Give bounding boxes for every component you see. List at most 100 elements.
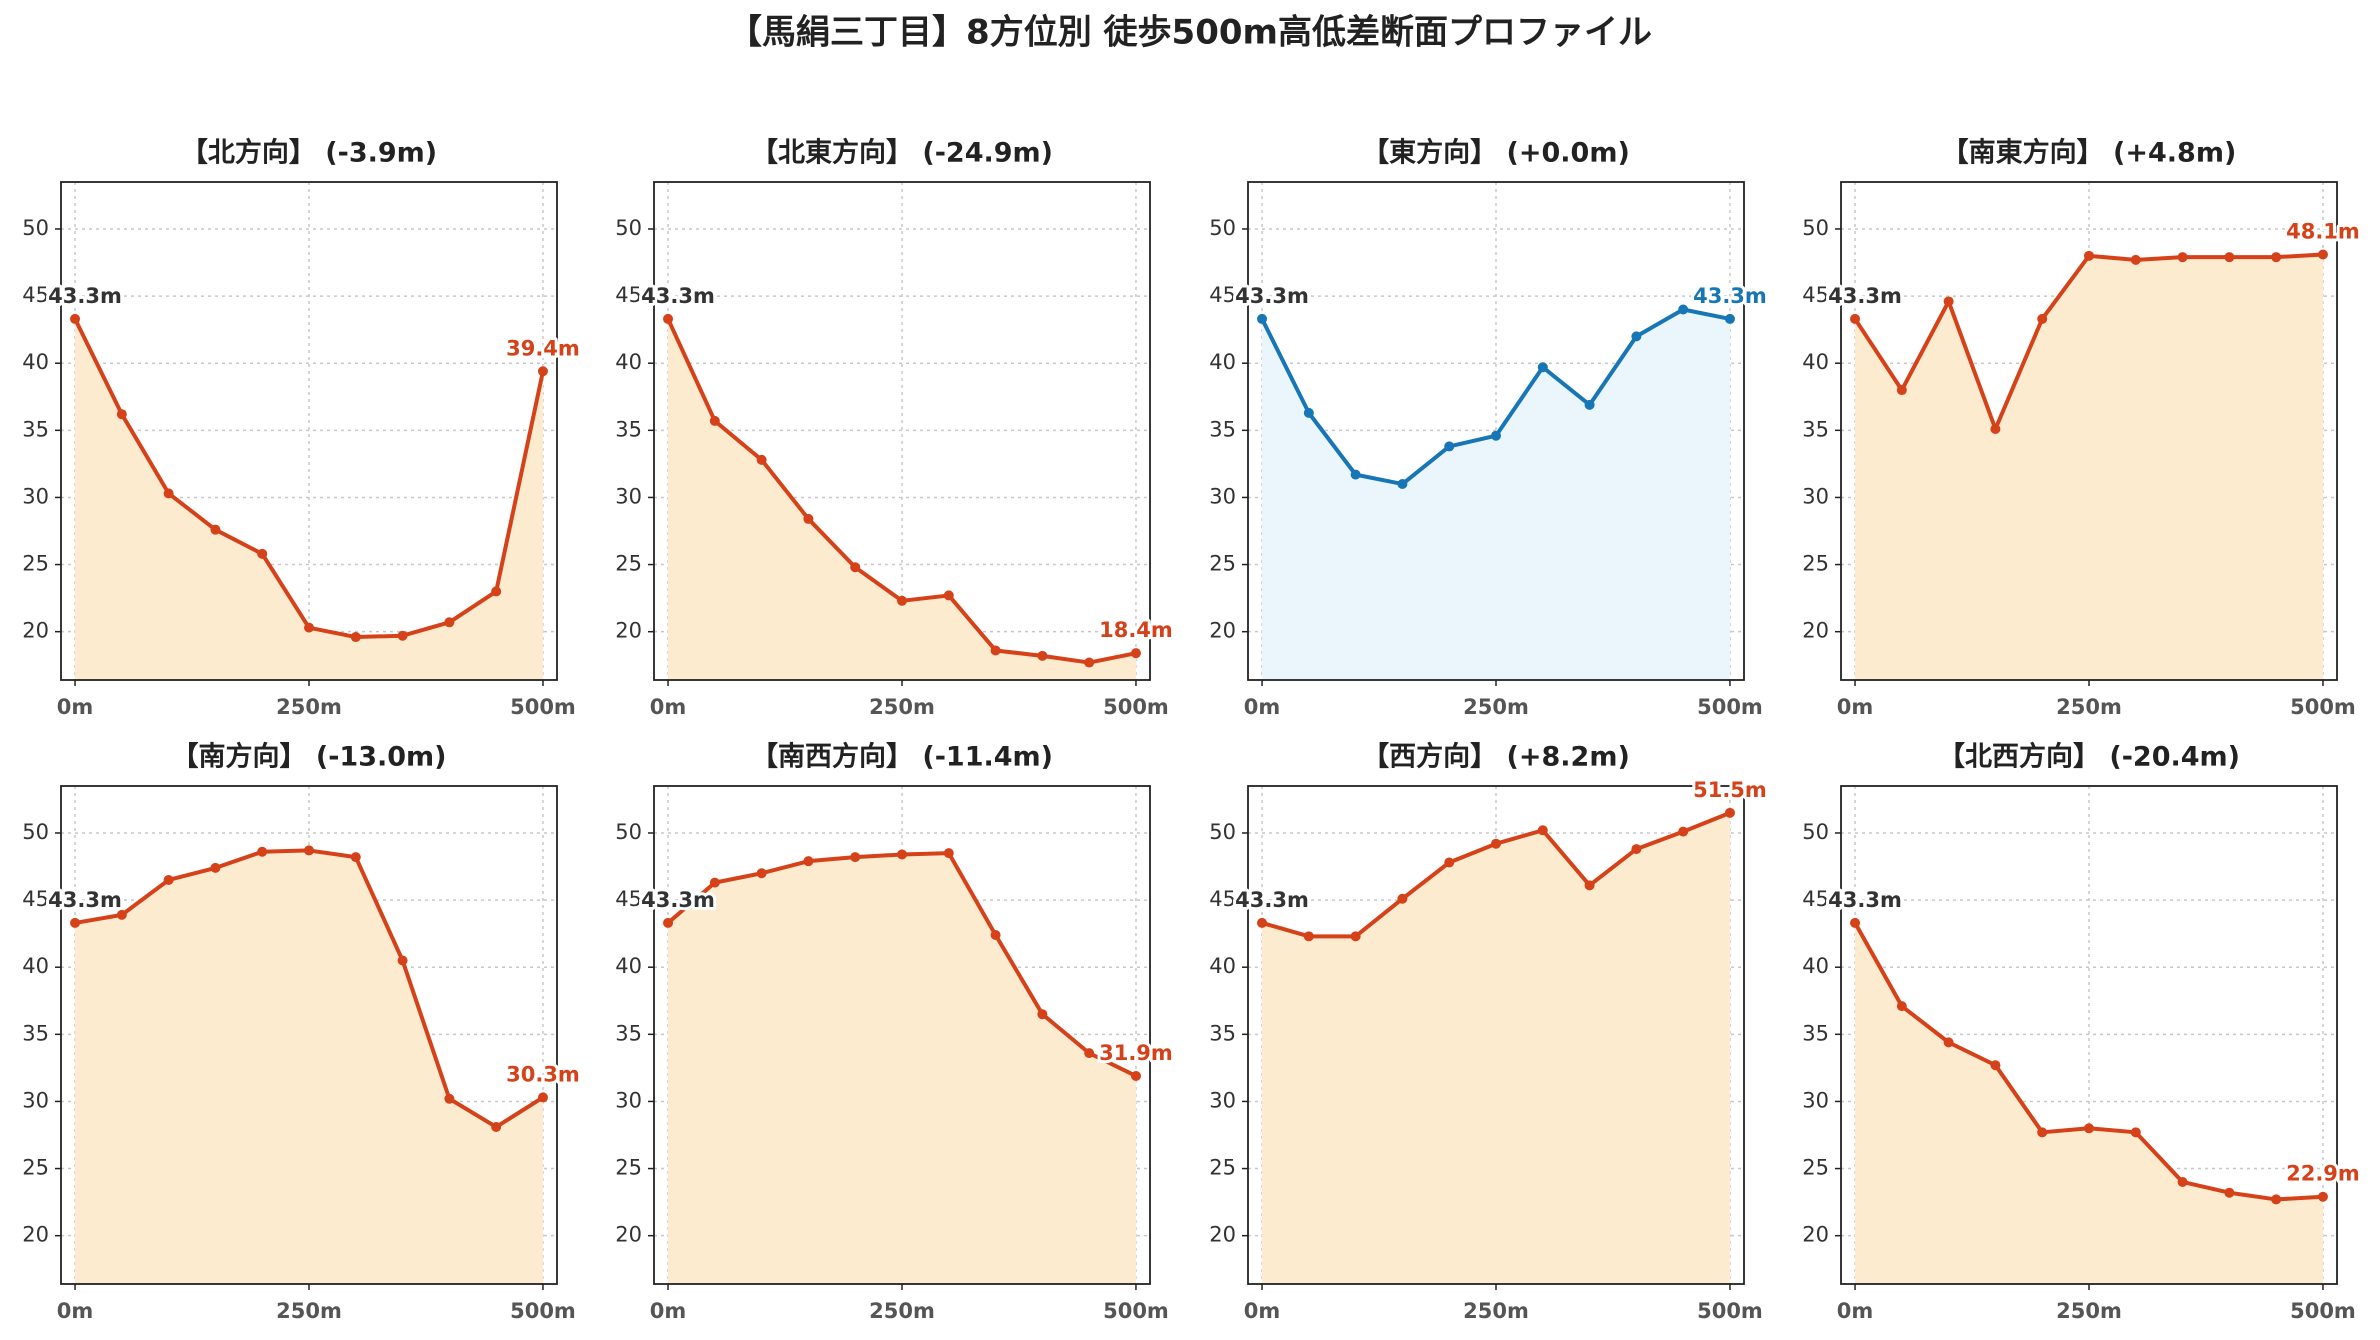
area: [75, 850, 543, 1284]
point: [2177, 1176, 2188, 1187]
point: [1724, 313, 1735, 324]
point: [709, 415, 720, 426]
point: [850, 852, 861, 863]
axes-frame: [60, 181, 558, 681]
annotation: 43.3m: [1828, 284, 1902, 308]
point: [537, 366, 548, 377]
point: [1257, 917, 1268, 928]
axes-frame: [1840, 181, 2338, 681]
point: [1037, 1009, 1048, 1020]
point: [1584, 880, 1595, 891]
y-tick-label: 40: [1802, 350, 1829, 374]
x-tick-label: 500m: [2290, 695, 2356, 719]
y-tick-label: 50: [1802, 820, 1829, 844]
x-tick-label: 0m: [57, 695, 94, 719]
area: [75, 318, 543, 680]
annotation: 43.3m: [1828, 888, 1902, 912]
annotation: 43.3m: [641, 888, 715, 912]
y-tick-label: 25: [1802, 552, 1829, 576]
y-tick-label: 35: [1209, 417, 1236, 441]
point: [1350, 931, 1361, 942]
point: [2177, 252, 2188, 263]
point: [2037, 1127, 2048, 1138]
point: [1631, 844, 1642, 855]
point: [257, 548, 268, 559]
y-tick-label: 45: [1209, 283, 1236, 307]
y-tick-label: 30: [22, 484, 49, 508]
annotation: 31.9m: [1099, 1041, 1173, 1065]
y-tick-label: 35: [615, 417, 642, 441]
annotation: 39.4m: [506, 336, 580, 360]
y-tick-label: 25: [615, 552, 642, 576]
y-tick-label: 20: [615, 619, 642, 643]
subplot-title: 【北東方向】 (-24.9m): [751, 137, 1053, 169]
y-tick-label: 35: [615, 1021, 642, 1045]
axes-frame: [1247, 181, 1745, 681]
x-tick-label: 250m: [276, 695, 342, 719]
point: [2130, 254, 2141, 265]
y-tick-label: 50: [1209, 216, 1236, 240]
point: [1850, 917, 1861, 928]
x-tick-label: 500m: [510, 1299, 576, 1323]
point: [803, 513, 814, 524]
point: [491, 1121, 502, 1132]
annotation: 43.3m: [48, 284, 122, 308]
point: [163, 874, 174, 885]
x-tick-label: 0m: [1837, 1299, 1874, 1323]
point: [2037, 313, 2048, 324]
axes-frame: [653, 181, 1151, 681]
point: [70, 313, 81, 324]
y-tick-label: 50: [22, 216, 49, 240]
point: [2317, 1191, 2328, 1202]
point: [850, 562, 861, 573]
x-tick-label: 0m: [1244, 1299, 1281, 1323]
point: [210, 524, 221, 535]
y-tick-label: 20: [22, 619, 49, 643]
annotation: 22.9m: [2286, 1162, 2360, 1186]
y-tick-label: 50: [1802, 216, 1829, 240]
y-tick-label: 25: [22, 1156, 49, 1180]
point: [1896, 1001, 1907, 1012]
area: [1855, 254, 2323, 680]
point: [803, 856, 814, 867]
y-tick-label: 25: [615, 1156, 642, 1180]
point: [1350, 469, 1361, 480]
x-tick-label: 500m: [1697, 695, 1763, 719]
y-tick-label: 30: [615, 484, 642, 508]
point: [1678, 826, 1689, 837]
y-tick-label: 40: [22, 350, 49, 374]
y-tick-label: 50: [1209, 820, 1236, 844]
point: [304, 845, 314, 856]
area: [1855, 922, 2323, 1284]
x-tick-label: 0m: [57, 1299, 94, 1323]
area: [1262, 309, 1730, 680]
annotation: 43.3m: [1235, 888, 1309, 912]
y-tick-label: 20: [1802, 619, 1829, 643]
point: [1724, 807, 1735, 818]
axes-frame: [1247, 785, 1745, 1285]
point: [1990, 1060, 2001, 1071]
point: [990, 929, 1001, 940]
y-tick-label: 20: [615, 1223, 642, 1247]
annotation: 30.3m: [506, 1062, 580, 1086]
point: [1444, 441, 1455, 452]
point: [397, 955, 408, 966]
point: [210, 862, 221, 873]
point: [1084, 1048, 1095, 1059]
y-tick-label: 20: [1209, 1223, 1236, 1247]
x-tick-label: 0m: [1837, 695, 1874, 719]
subplot-title: 【南西方向】 (-11.4m): [751, 741, 1053, 773]
y-tick-label: 25: [1209, 552, 1236, 576]
y-tick-label: 20: [1209, 619, 1236, 643]
point: [943, 590, 954, 601]
y-tick-label: 35: [22, 417, 49, 441]
y-tick-label: 40: [22, 954, 49, 978]
point: [709, 877, 720, 888]
point: [350, 632, 361, 643]
x-tick-label: 250m: [1463, 1299, 1529, 1323]
point: [1397, 893, 1408, 904]
point: [1990, 423, 2001, 434]
x-tick-label: 500m: [1103, 1299, 1169, 1323]
y-tick-label: 30: [1209, 484, 1236, 508]
y-tick-label: 45: [1802, 887, 1829, 911]
